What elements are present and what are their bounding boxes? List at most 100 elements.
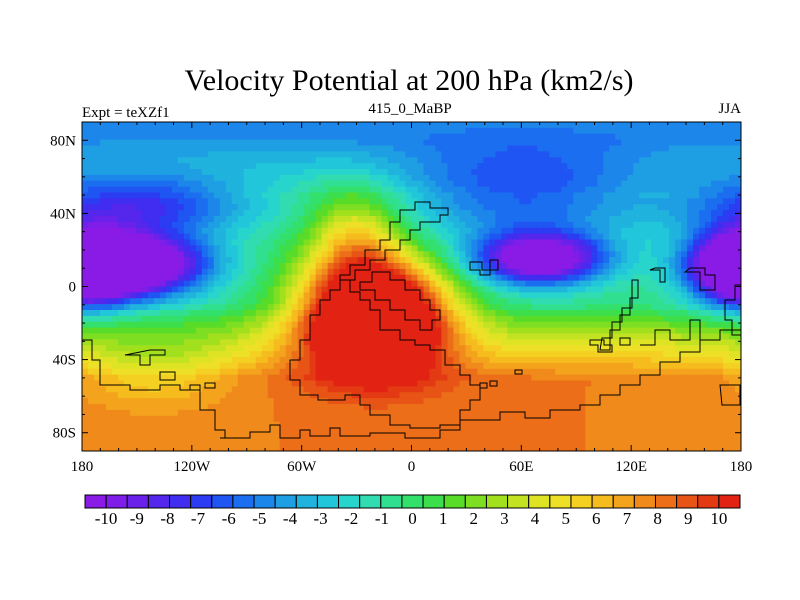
field-cell (303, 227, 311, 235)
field-cell (231, 274, 239, 282)
field-cell (537, 374, 544, 382)
field-cell (261, 280, 269, 288)
field-cell (111, 151, 119, 158)
field-cell (207, 345, 215, 352)
field-cell (327, 268, 335, 276)
field-cell (447, 280, 455, 288)
field-cell (717, 292, 724, 299)
field-cell (363, 216, 371, 223)
field-cell (189, 245, 197, 252)
field-cell (159, 380, 167, 387)
field-cell (525, 257, 532, 264)
field-cell (117, 157, 125, 164)
field-cell (507, 263, 514, 270)
field-cell (345, 310, 353, 317)
field-cell (597, 157, 604, 164)
field-cell (195, 216, 203, 223)
field-cell (723, 127, 730, 135)
field-cell (399, 292, 407, 299)
field-cell (309, 351, 317, 358)
field-cell (549, 239, 556, 246)
field-cell (171, 298, 179, 305)
field-cell (495, 139, 502, 147)
field-cell (615, 210, 622, 217)
field-cell (189, 321, 197, 329)
field-cell (453, 216, 461, 223)
field-cell (639, 251, 646, 258)
field-cell (579, 127, 586, 135)
field-cell (117, 298, 125, 305)
field-cell (183, 292, 191, 299)
field-cell (231, 145, 239, 152)
field-cell (375, 133, 383, 141)
field-cell (537, 357, 544, 364)
field-cell (543, 122, 550, 129)
field-cell (147, 357, 155, 364)
field-cell (699, 257, 706, 264)
field-cell (483, 351, 490, 358)
field-cell (135, 180, 143, 188)
field-cell (543, 186, 550, 194)
field-cell (387, 292, 395, 299)
field-cell (82, 198, 89, 205)
field-cell (621, 127, 628, 135)
field-cell (651, 233, 658, 241)
field-cell (243, 145, 251, 152)
field-cell (441, 286, 449, 293)
field-cell (735, 245, 741, 252)
field-cell (735, 163, 741, 170)
field-cell (87, 133, 95, 141)
field-cell (705, 368, 712, 376)
field-cell (717, 321, 724, 329)
field-cell (375, 210, 383, 217)
field-cell (87, 310, 95, 317)
field-cell (417, 163, 425, 170)
field-cell (669, 210, 676, 217)
field-cell (603, 174, 610, 182)
field-cell (99, 357, 107, 364)
field-cell (333, 139, 341, 147)
field-cell (315, 374, 323, 382)
field-cell (273, 174, 281, 182)
field-cell (219, 127, 227, 135)
field-cell (639, 292, 646, 299)
field-cell (351, 163, 359, 170)
field-cell (309, 386, 317, 393)
field-cell (585, 210, 592, 217)
field-cell (171, 380, 179, 387)
field-cell (405, 315, 413, 323)
field-cell (315, 268, 323, 276)
field-cell (717, 268, 724, 276)
field-cell (645, 145, 652, 152)
field-cell (579, 210, 586, 217)
field-cell (99, 304, 107, 311)
field-cell (351, 257, 359, 264)
field-cell (225, 380, 233, 387)
field-cell (111, 263, 119, 270)
field-cell (159, 239, 167, 246)
field-cell (195, 298, 203, 305)
field-cell (207, 245, 215, 252)
field-cell (225, 333, 233, 340)
field-cell (681, 345, 688, 352)
field-cell (201, 292, 209, 299)
field-cell (183, 157, 191, 164)
field-cell (201, 321, 209, 329)
field-cell (621, 204, 628, 211)
field-cell (591, 251, 598, 258)
field-cell (615, 310, 622, 317)
field-cell (99, 133, 107, 141)
field-cell (483, 180, 490, 188)
field-cell (219, 133, 227, 141)
field-cell (135, 251, 143, 258)
field-cell (711, 280, 718, 288)
field-cell (99, 333, 107, 340)
field-cell (333, 221, 341, 229)
field-cell (273, 157, 281, 164)
field-cell (99, 163, 107, 170)
field-cell (507, 257, 514, 264)
field-cell (693, 280, 700, 288)
field-cell (435, 298, 443, 305)
field-cell (609, 257, 616, 264)
field-cell (141, 292, 149, 299)
